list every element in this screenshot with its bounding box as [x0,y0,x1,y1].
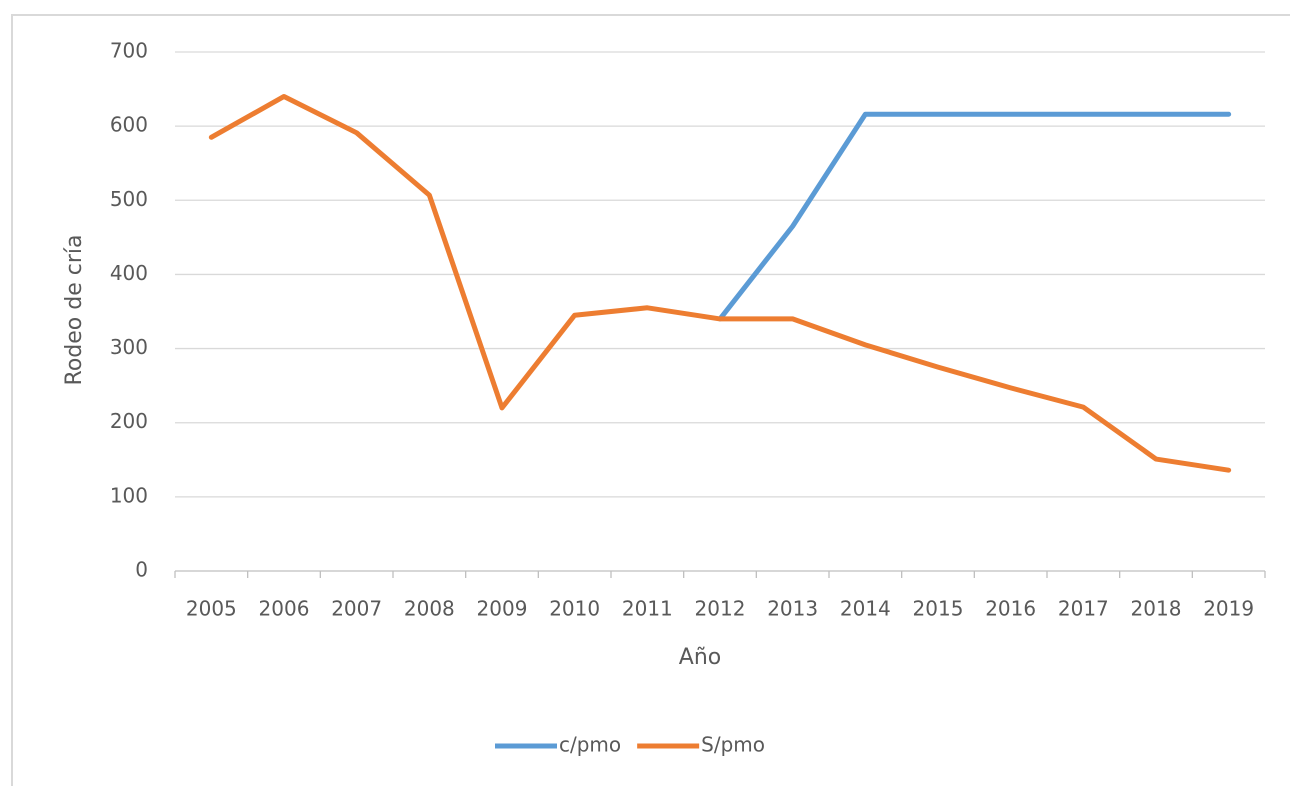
x-tick-label: 2012 [695,597,746,621]
x-tick-label: 2018 [1131,597,1182,621]
legend-label: c/pmo [559,733,621,757]
y-axis-title: Rodeo de cría [62,235,87,386]
x-tick-label: 2006 [259,597,310,621]
y-tick-label: 300 [110,335,148,359]
x-tick-label: 2010 [549,597,600,621]
chart-frame [11,14,1290,786]
y-tick-label: 400 [110,261,148,285]
y-tick-label: 600 [110,113,148,137]
x-axis-title: Año [679,645,721,670]
y-tick-label: 500 [110,187,148,211]
y-tick-label: 700 [110,39,148,63]
x-tick-label: 2019 [1203,597,1254,621]
x-tick-label: 2011 [622,597,673,621]
x-tick-label: 2008 [404,597,455,621]
series-line [208,93,1232,473]
x-tick-label: 2005 [186,597,237,621]
x-tick-label: 2007 [331,597,382,621]
y-tick-label: 0 [135,558,148,582]
x-tick-label: 2017 [1058,597,1109,621]
x-tick-label: 2015 [913,597,964,621]
x-tick-label: 2016 [985,597,1036,621]
x-tick-label: 2014 [840,597,891,621]
x-tick-label: 2013 [767,597,818,621]
y-tick-label: 200 [110,409,148,433]
x-tick-label: 2009 [477,597,528,621]
y-tick-label: 100 [110,483,148,507]
series-line [717,111,1232,322]
legend-label: S/pmo [701,733,765,757]
